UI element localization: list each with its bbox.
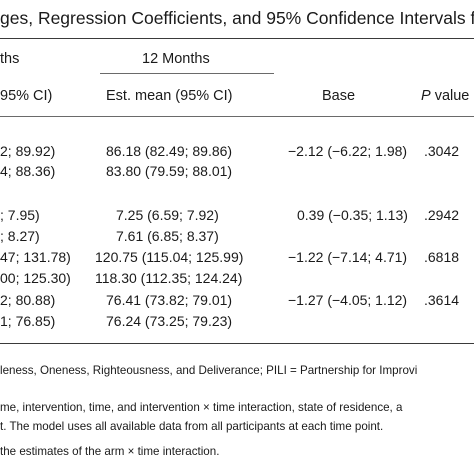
table-cell-base: −1.22 (−7.14; 4.71): [288, 249, 408, 265]
column-header-left-ci: 95% CI): [0, 88, 53, 104]
p-suffix: value: [430, 88, 470, 104]
table-cell-left: 2; 80.88): [0, 292, 56, 308]
table-cell-p: .3042: [424, 143, 460, 159]
table-cell-left: 2; 89.92): [0, 143, 56, 159]
p-label: P: [421, 88, 431, 104]
table-cell-p: .2942: [424, 207, 460, 223]
table-title: ges, Regression Coefficients, and 95% Co…: [0, 8, 474, 28]
table-cell-left: 00; 125.30): [0, 270, 71, 286]
span-header-left: ths: [0, 51, 20, 67]
table-cell-est: 118.30 (112.35; 124.24): [95, 270, 243, 286]
table-cell-base: −1.27 (−4.05; 1.12): [288, 292, 408, 308]
table-cell-est: 120.75 (115.04; 125.99): [95, 249, 244, 265]
table-cell-left: ; 8.27): [0, 228, 40, 244]
span-header-12-months: 12 Months: [142, 51, 210, 67]
column-header-base: Base: [322, 88, 356, 104]
table-cell-base: −2.12 (−6.22; 1.98): [288, 143, 408, 159]
table-cell-left: 4; 88.36): [0, 163, 56, 179]
table-cell-p: .6818: [424, 249, 460, 265]
table-top-rule: [0, 38, 474, 39]
footnote-model: me, intervention, time, and intervention…: [0, 401, 403, 414]
table-bottom-rule: [0, 343, 474, 344]
column-header-est-mean: Est. mean (95% CI): [106, 88, 233, 104]
column-header-p-value: P value: [421, 88, 469, 104]
table-cell-left: 1; 76.85): [0, 313, 56, 329]
table-cell-est: 7.61 (6.85; 8.37): [116, 228, 219, 244]
table-cell-est: 76.41 (73.82; 79.01): [106, 292, 233, 308]
table-cell-left: ; 7.95): [0, 207, 40, 223]
footnote-abbreviations: leness, Oneness, Righteousness, and Deli…: [0, 364, 418, 377]
table-cell-est: 76.24 (73.25; 79.23): [106, 313, 233, 329]
footnote-model-data: t. The model uses all available data fro…: [0, 420, 384, 433]
table-cell-left: 47; 131.78): [0, 249, 71, 265]
header-bottom-rule: [0, 116, 474, 117]
table-cell-est: 7.25 (6.59; 7.92): [116, 207, 219, 223]
table-cell-base: 0.39 (−0.35; 1.13): [297, 207, 408, 223]
span-underline-12-months: [100, 73, 274, 74]
table-cell-p: .3614: [424, 292, 460, 308]
table-cell-est: 83.80 (79.59; 88.01): [106, 163, 233, 179]
footnote-estimates: the estimates of the arm × time interact…: [0, 445, 220, 458]
table-cell-est: 86.18 (82.49; 89.86): [106, 143, 233, 159]
